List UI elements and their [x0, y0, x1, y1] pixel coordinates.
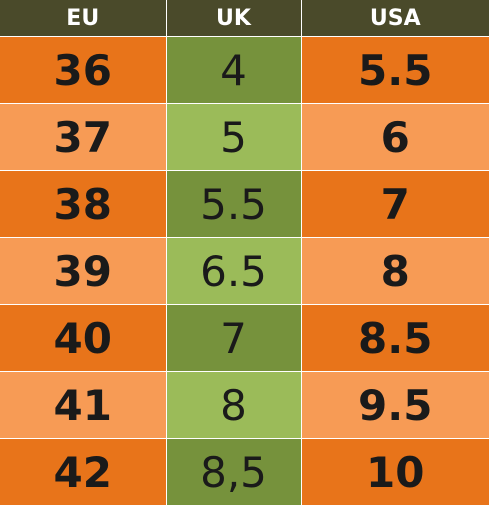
table-row: 42 8,5 10: [0, 439, 489, 505]
header-row: EU UK USA: [0, 0, 489, 37]
header-usa: USA: [301, 0, 489, 37]
cell-eu: 42: [0, 439, 166, 505]
cell-uk: 5.5: [166, 171, 301, 238]
header-eu: EU: [0, 0, 166, 37]
cell-usa: 7: [301, 171, 489, 238]
header-uk: UK: [166, 0, 301, 37]
cell-uk: 5: [166, 104, 301, 171]
table-row: 39 6.5 8: [0, 238, 489, 305]
table-body: 36 4 5.5 37 5 6 38 5.5 7 39 6.5 8 40 7 8…: [0, 37, 489, 505]
cell-eu: 39: [0, 238, 166, 305]
cell-usa: 8.5: [301, 305, 489, 372]
table-row: 38 5.5 7: [0, 171, 489, 238]
cell-usa: 9.5: [301, 372, 489, 439]
cell-uk: 8: [166, 372, 301, 439]
cell-eu: 38: [0, 171, 166, 238]
table-row: 36 4 5.5: [0, 37, 489, 104]
cell-uk: 7: [166, 305, 301, 372]
cell-uk: 6.5: [166, 238, 301, 305]
cell-usa: 8: [301, 238, 489, 305]
table-row: 37 5 6: [0, 104, 489, 171]
cell-eu: 37: [0, 104, 166, 171]
cell-eu: 41: [0, 372, 166, 439]
cell-usa: 6: [301, 104, 489, 171]
cell-eu: 36: [0, 37, 166, 104]
table-row: 40 7 8.5: [0, 305, 489, 372]
cell-uk: 8,5: [166, 439, 301, 505]
cell-usa: 5.5: [301, 37, 489, 104]
cell-uk: 4: [166, 37, 301, 104]
cell-usa: 10: [301, 439, 489, 505]
table-header: EU UK USA: [0, 0, 489, 37]
cell-eu: 40: [0, 305, 166, 372]
table-row: 41 8 9.5: [0, 372, 489, 439]
